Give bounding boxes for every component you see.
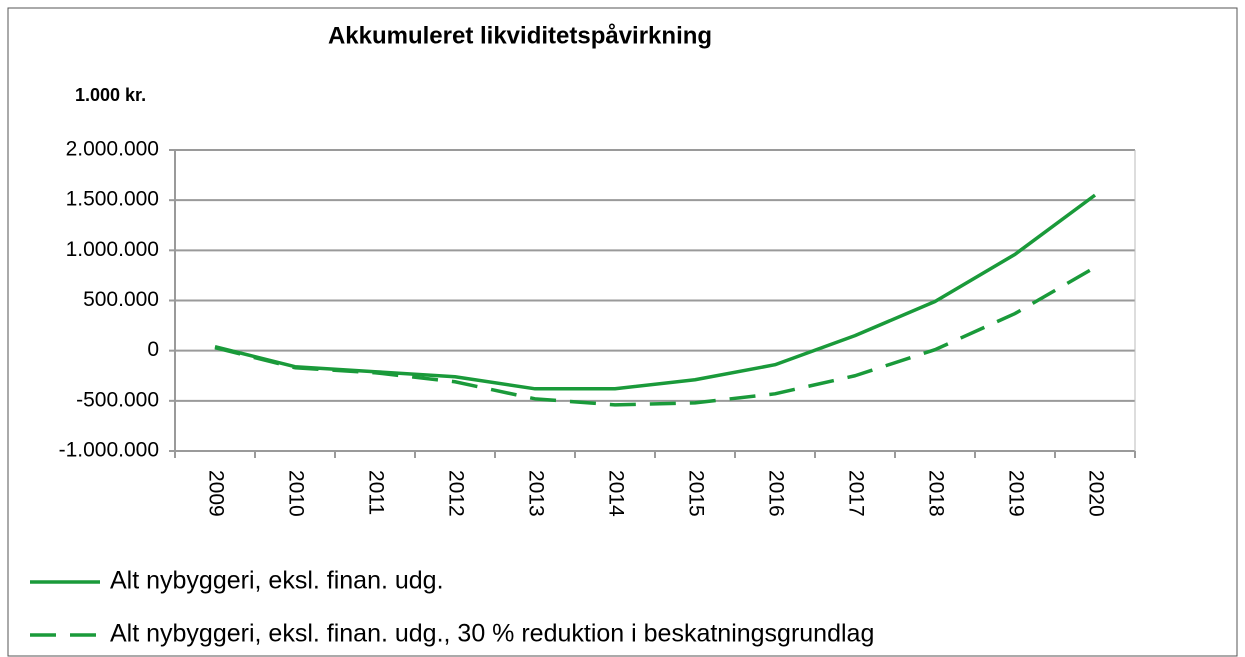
y-tick-label: 1.500.000: [66, 188, 159, 211]
x-tick-label: 2015: [684, 470, 707, 517]
legend-label: Alt nybyggeri, eksl. finan. udg., 30 % r…: [110, 620, 874, 648]
y-tick-label: -500.000: [76, 388, 159, 411]
y-tick-label: 500.000: [83, 288, 159, 311]
unit-label: 1.000 kr.: [75, 85, 146, 105]
x-tick-label: 2016: [764, 470, 787, 517]
x-tick-label: 2018: [924, 470, 947, 517]
x-tick-label: 2012: [444, 470, 467, 517]
x-tick-label: 2020: [1084, 470, 1107, 517]
line-series: [214, 193, 1097, 391]
x-tick-label: 2014: [604, 470, 627, 517]
x-tick-label: 2017: [844, 470, 867, 517]
x-tick-label: 2011: [364, 470, 387, 515]
x-tick-label: 2009: [204, 470, 227, 517]
y-tick-label: 1.000.000: [66, 238, 159, 261]
y-tick-label: -1.000.000: [59, 439, 159, 462]
x-tick-label: 2019: [1004, 470, 1027, 517]
line-series: [214, 265, 1096, 407]
x-tick-label: 2013: [524, 470, 547, 517]
y-tick-label: 0: [147, 338, 159, 361]
chart-title: Akkumuleret likviditetspåvirkning: [328, 22, 712, 49]
legend-label: Alt nybyggeri, eksl. finan. udg.: [110, 567, 444, 595]
x-tick-label: 2010: [284, 470, 307, 517]
frame: [7, 7, 1238, 657]
y-tick-label: 2.000.000: [66, 138, 159, 161]
